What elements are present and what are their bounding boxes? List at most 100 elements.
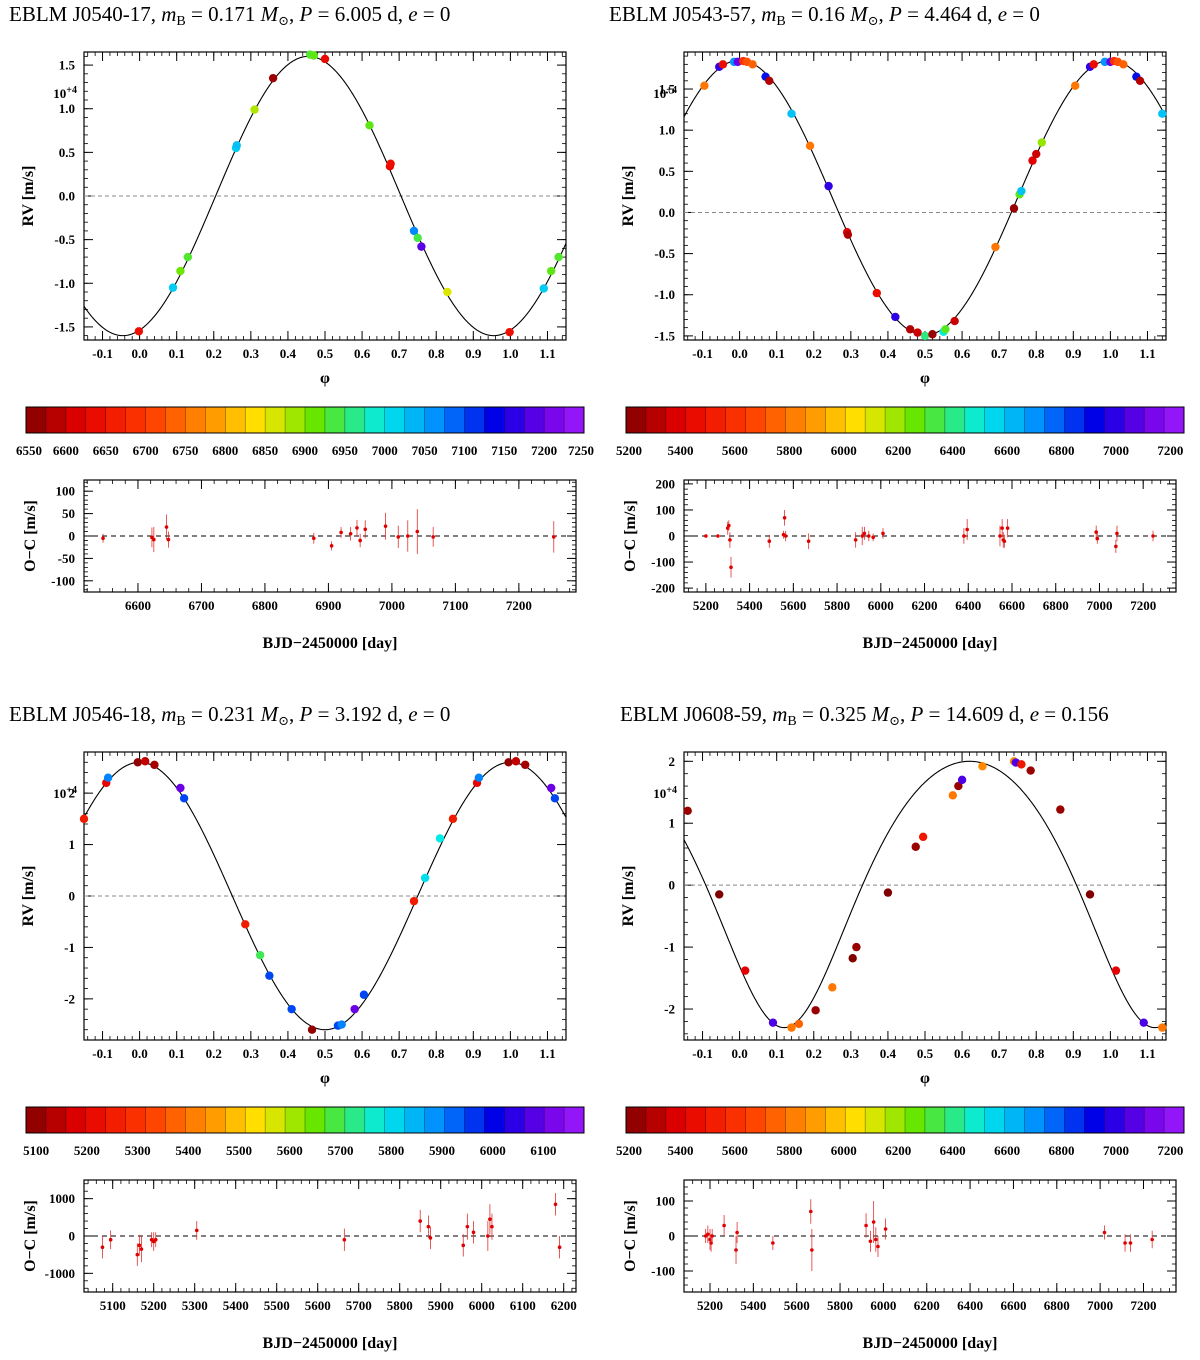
colorbar: 5100 5200 5300 5400 5500 5600 5700 5800 5900 6000… <box>23 1106 585 1158</box>
rv-ytick-label: -1 <box>664 940 675 955</box>
colorbar-tick-label: 6600 <box>994 443 1020 458</box>
rv-xtick-label: 1.0 <box>1102 1046 1118 1061</box>
rv-xtick-label: 0.5 <box>917 1046 934 1061</box>
oc-xtick-label: 6100 <box>510 1298 536 1313</box>
oc-xtick-label: 5800 <box>387 1298 413 1313</box>
colorbar-segment <box>65 1107 87 1133</box>
rv-data-point <box>1135 76 1145 86</box>
oc-xtick-label: 6400 <box>957 1298 983 1313</box>
rv-chart: -0.1 0.0 0.1 0.2 0.3 0.4 0.5 0.6 0.7 0.8 0.9 1.0 1.1… <box>620 751 1167 1087</box>
rv-ytick-label: 0.5 <box>59 145 76 160</box>
oc-data-point <box>864 1223 868 1228</box>
oc-data-point <box>358 538 362 543</box>
oc-xtick-label: 5200 <box>141 1298 167 1313</box>
colorbar-segment <box>125 407 147 433</box>
oc-xtick-label: 6600 <box>999 598 1025 613</box>
rv-xlabel: φ <box>320 370 330 387</box>
rv-data-point <box>843 230 853 239</box>
oc-xlabel: BJD−2450000 [day] <box>863 635 998 652</box>
colorbar-segment <box>885 407 906 433</box>
rv-data-point <box>1070 81 1080 90</box>
colorbar-tick-label: 5400 <box>175 1143 201 1158</box>
oc-xtick-label: 6600 <box>125 598 151 613</box>
title-sep: , <box>289 702 300 726</box>
oc-ytick-label: 0 <box>669 1229 676 1244</box>
colorbar-segment <box>544 407 565 433</box>
rv-data-point <box>718 60 728 69</box>
colorbar-tick-label: 6800 <box>1049 443 1075 458</box>
rv-model-curve <box>683 760 1167 1029</box>
colorbar-segment <box>26 407 47 433</box>
rv-xlabel: φ <box>320 1070 330 1087</box>
oc-data-point <box>704 534 708 538</box>
title-msun-symbol: M <box>260 702 280 726</box>
oc-data-point <box>152 537 156 542</box>
rv-data-point <box>309 51 319 60</box>
title-period-value: 3.192 <box>335 702 382 726</box>
rv-data-point <box>911 842 920 851</box>
exponent-power: +4 <box>666 785 677 796</box>
rv-xtick-label: 1.1 <box>1139 1046 1155 1061</box>
colorbar-segment <box>85 1107 107 1133</box>
colorbar-segment <box>85 407 107 433</box>
title-period-value: 14.609 <box>946 702 1004 726</box>
rv-xtick-label: 1.0 <box>502 346 518 361</box>
rv-xtick-label: 0.3 <box>243 346 260 361</box>
colorbar-tick-label: 6700 <box>133 443 159 458</box>
oc-xtick-label: 6800 <box>1044 1298 1070 1313</box>
colorbar-tick-label: 7000 <box>1103 1143 1129 1158</box>
colorbar-segment <box>444 1107 465 1133</box>
colorbar-frame <box>25 1106 585 1134</box>
colorbar-segment <box>105 407 127 433</box>
rv-data-point <box>991 242 1000 252</box>
title-period-unit: d, <box>971 2 997 26</box>
oc-data-point <box>461 1243 466 1248</box>
rv-exponent-label: 10+4 <box>653 785 677 801</box>
title-msun-subscript: ⊙ <box>868 13 879 28</box>
oc-ytick-label: 100 <box>656 502 676 517</box>
title-mass-value: 0.16 <box>808 2 845 26</box>
rv-ytick-label: 2 <box>69 786 76 801</box>
rv-xtick-label: 0.5 <box>317 1046 334 1061</box>
colorbar-segment <box>1104 1107 1125 1133</box>
colorbar-segment <box>65 407 87 433</box>
oc-data-point <box>1123 1241 1127 1245</box>
rv-xtick-label: 0.6 <box>954 346 971 361</box>
rv-ylabel: RV [m/s] <box>20 866 37 927</box>
rv-data-point <box>546 266 556 276</box>
oc-data-point <box>194 1228 199 1233</box>
oc-data-point <box>1151 534 1155 538</box>
oc-xtick-label: 5200 <box>697 1298 723 1313</box>
oc-data-point <box>734 1248 738 1252</box>
rv-xtick-label: 0.8 <box>428 346 445 361</box>
oc-xtick-label: 5400 <box>223 1298 249 1313</box>
rv-data-point <box>883 888 893 897</box>
title-name: EBLM J0543-57 <box>609 2 751 26</box>
rv-xtick-label: 0.0 <box>131 346 147 361</box>
colorbar-segment <box>944 407 966 433</box>
rv-ytick-label: 0 <box>669 878 676 893</box>
oc-xtick-label: 5400 <box>740 1298 766 1313</box>
colorbar-tick-label: 5600 <box>722 1143 748 1158</box>
colorbar-segment <box>504 1107 525 1133</box>
rv-xtick-label: 0.2 <box>206 1046 222 1061</box>
title-mass-subscript: B <box>176 714 185 729</box>
rv-xtick-label: -0.1 <box>92 346 113 361</box>
oc-ytick-label: 0 <box>669 529 676 544</box>
oc-data-point <box>363 527 368 532</box>
title-msun-symbol: M <box>260 2 280 26</box>
colorbar-segment <box>745 1107 766 1133</box>
colorbar-segment <box>1084 407 1105 433</box>
rv-ytick-label: -1.5 <box>54 319 75 334</box>
rv-data-point <box>179 794 189 803</box>
rv-data-point <box>683 806 692 816</box>
colorbar-segment <box>865 407 886 433</box>
colorbar-tick-label: 5100 <box>23 1143 49 1158</box>
title-sep: , <box>879 2 890 26</box>
colorbar-tick-label: 6600 <box>53 443 79 458</box>
oc-xtick-label: 6000 <box>469 1298 495 1313</box>
title-period-symbol: P <box>888 2 902 26</box>
rv-xtick-label: 1.1 <box>539 346 555 361</box>
colorbar-tick-label: 6200 <box>885 443 911 458</box>
oc-xtick-label: 5700 <box>346 1298 372 1313</box>
